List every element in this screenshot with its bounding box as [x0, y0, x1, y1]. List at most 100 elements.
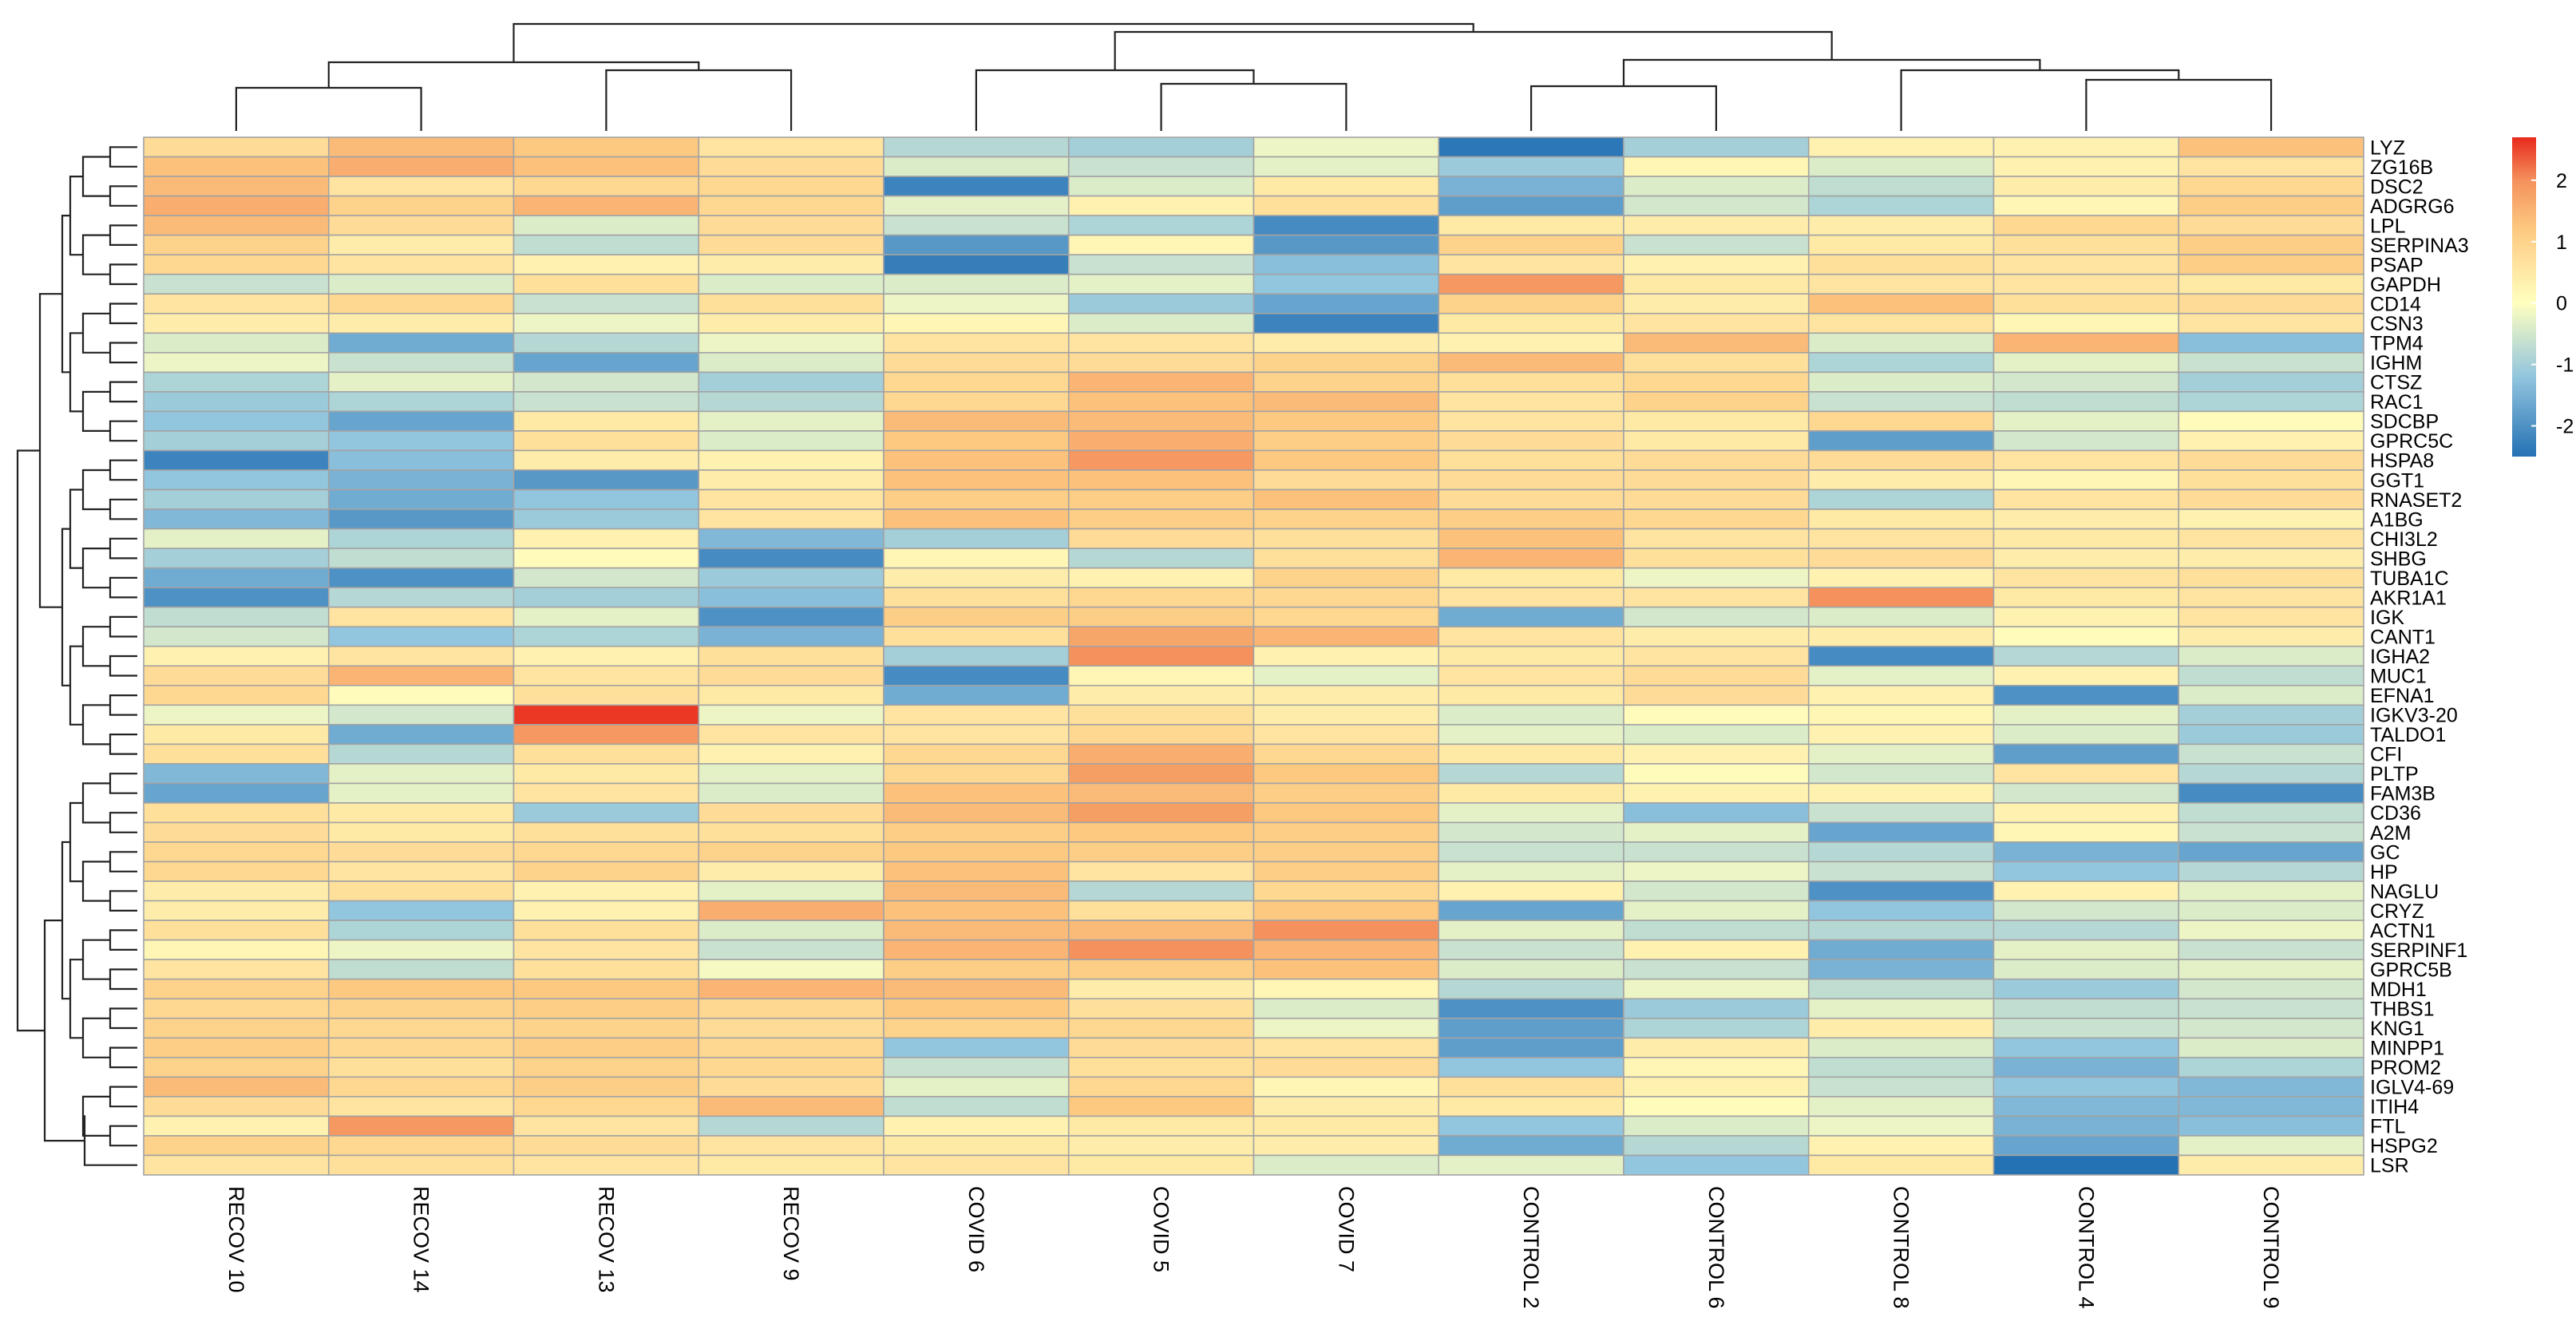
heatmap-cell [1067, 920, 1255, 941]
heatmap-cell [1252, 1096, 1440, 1117]
heatmap-cell [698, 743, 884, 765]
heatmap-cell [1807, 782, 1995, 804]
heatmap-cell [1067, 215, 1255, 236]
heatmap-cell [883, 176, 1070, 197]
legend-ticks: -2 -1 0 1 2 [2531, 170, 2574, 438]
heatmap-cell [2178, 743, 2364, 765]
dendrogram-branch [81, 312, 110, 354]
heatmap-cell [698, 587, 884, 608]
heatmap-cell [1438, 802, 1624, 824]
heatmap-cell [883, 724, 1070, 746]
dendrogram-branch [109, 381, 137, 403]
heatmap-cell [1067, 548, 1255, 569]
heatmap-cell [2178, 1096, 2364, 1117]
heatmap-cell [143, 684, 330, 706]
heatmap-cell [512, 273, 700, 295]
heatmap-cell [1807, 880, 1995, 902]
heatmap-cell [1992, 978, 2180, 1000]
dendrogram-branch [109, 929, 137, 951]
heatmap-cell [1252, 1057, 1440, 1078]
heatmap-cell [512, 1057, 700, 1078]
heatmap-cell [2178, 763, 2364, 785]
heatmap-cell [1438, 920, 1624, 941]
heatmap-cell [2178, 1037, 2364, 1058]
heatmap-cell [143, 978, 330, 1000]
heatmap-cell [1623, 606, 1810, 628]
row-label: CSN3 [2370, 313, 2424, 335]
heatmap-cell [1992, 254, 2180, 275]
heatmap-cell [512, 469, 700, 491]
heatmap-cell [1992, 273, 2180, 295]
heatmap-cell [1623, 900, 1810, 921]
heatmap-cell [1067, 332, 1255, 354]
heatmap-cell [1807, 528, 1995, 549]
heatmap-cell [698, 449, 884, 471]
heatmap-cell [1623, 959, 1810, 980]
dendrogram-branch [975, 69, 1255, 131]
heatmap-cell [1067, 606, 1255, 628]
column-label: CONTROL 6 [1704, 1186, 1728, 1309]
heatmap-cell [1438, 1135, 1624, 1157]
heatmap-cell [1992, 821, 2180, 843]
heatmap-cell [2178, 391, 2364, 413]
heatmap-cell [1252, 959, 1440, 980]
heatmap-cell [1438, 1096, 1624, 1117]
heatmap-cell [883, 508, 1070, 530]
row-label: CD36 [2370, 802, 2421, 825]
heatmap-cell [512, 391, 700, 413]
heatmap-cell [1992, 488, 2180, 510]
heatmap-cell [698, 626, 884, 647]
heatmap-cell [1252, 1115, 1440, 1137]
heatmap-cell [1807, 684, 1995, 706]
heatmap-cell [1807, 920, 1995, 941]
heatmap-cell [698, 1017, 884, 1039]
heatmap-cell [1438, 782, 1624, 804]
row-label: SERPINF1 [2370, 939, 2467, 962]
heatmap-cell [1067, 528, 1255, 549]
heatmap-cell [1807, 332, 1995, 354]
legend-tick-label: 2 [2556, 170, 2567, 192]
row-label: PROM2 [2370, 1057, 2441, 1079]
heatmap-cell [2178, 1115, 2364, 1137]
heatmap-cell [1252, 1076, 1440, 1098]
heatmap-cell [698, 1096, 884, 1117]
heatmap-cell [1438, 410, 1624, 432]
heatmap-cell [327, 352, 515, 374]
heatmap-cell [1992, 391, 2180, 413]
heatmap-cell [1438, 352, 1624, 374]
heatmap-cell [1252, 215, 1440, 236]
heatmap-cell [1992, 1057, 2180, 1078]
heatmap-cell [1067, 763, 1255, 785]
heatmap-cell [698, 724, 884, 746]
dendrogram-branch [1114, 30, 1833, 70]
heatmap-cell [143, 626, 330, 647]
heatmap-cell [1992, 1154, 2180, 1176]
dendrogram-branch [16, 449, 45, 1032]
heatmap-cell [883, 860, 1070, 882]
heatmap-cell [2178, 215, 2364, 236]
row-label: A1BG [2370, 508, 2424, 531]
column-label: RECOV 9 [779, 1186, 803, 1281]
heatmap-cell [1992, 234, 2180, 255]
heatmap-cell [1067, 665, 1255, 686]
heatmap-cell [698, 254, 884, 275]
heatmap-cell [698, 195, 884, 216]
heatmap-cell [2178, 567, 2364, 588]
heatmap-cell [1252, 665, 1440, 686]
heatmap-cell [1438, 626, 1624, 647]
heatmap-cell [883, 1096, 1070, 1117]
heatmap-cell [1623, 332, 1810, 354]
heatmap-cell [1067, 352, 1255, 374]
heatmap-cell [883, 841, 1070, 863]
heatmap-cell [698, 645, 884, 667]
dendrogram-branch [69, 488, 83, 569]
heatmap-cell [1623, 1154, 1810, 1176]
heatmap-cell [512, 1076, 700, 1098]
heatmap-cell [1623, 880, 1810, 902]
dendrogram-branch [38, 293, 62, 608]
heatmap-cell [1623, 1096, 1810, 1117]
heatmap-cell [512, 332, 700, 354]
heatmap-cell [1252, 156, 1440, 177]
heatmap-cell [143, 939, 330, 960]
heatmap-cell [512, 626, 700, 647]
